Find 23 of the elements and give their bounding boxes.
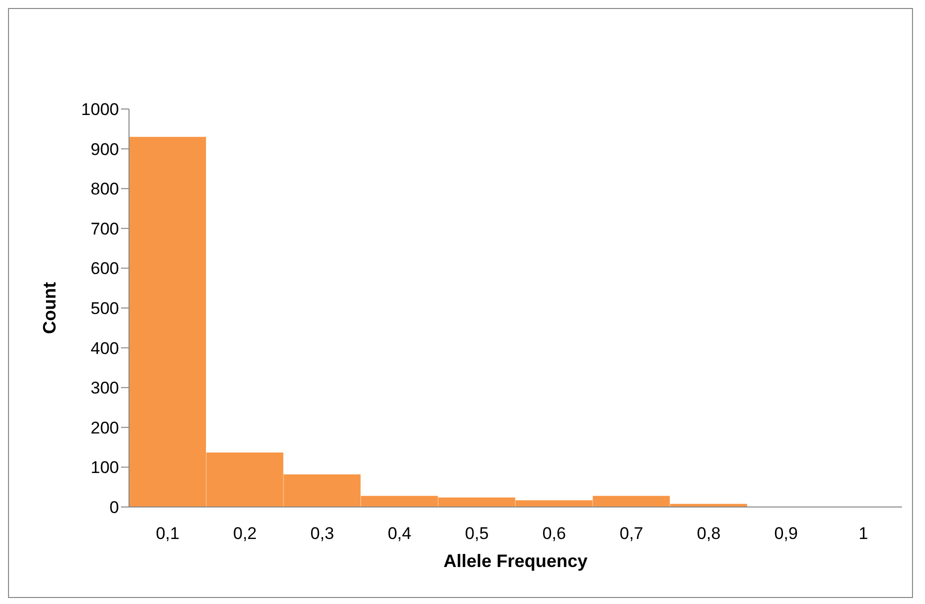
y-tick-label: 400 [90, 338, 119, 358]
x-tick-label: 0,4 [388, 524, 412, 544]
x-tick-label: 0,6 [542, 524, 566, 544]
y-tick-label: 900 [90, 140, 119, 159]
x-tick-label: 0,1 [156, 524, 180, 544]
y-tick-label: 100 [90, 458, 119, 478]
y-axis-title: Count [39, 282, 60, 334]
y-tick-label: 1000 [81, 100, 119, 120]
y-tick-label: 600 [90, 259, 119, 278]
y-tick-label: 700 [90, 219, 119, 238]
x-tick-label: 0,5 [465, 524, 489, 544]
x-tick-label: 0,3 [310, 524, 334, 544]
y-tick-label: 300 [90, 378, 119, 398]
x-axis-title: Allele Frequency [443, 551, 588, 571]
x-tick-label: 0,8 [696, 524, 721, 544]
y-tick-label: 200 [90, 418, 119, 438]
y-tick-label: 500 [90, 299, 119, 318]
x-tick-label: 0,9 [774, 524, 798, 544]
x-tick-label: 1 [858, 524, 868, 544]
x-tick-label: 0,7 [620, 524, 644, 544]
y-tick-label: 800 [90, 180, 119, 199]
x-tick-label: 0,2 [233, 524, 257, 544]
y-tick-label: 0 [110, 498, 119, 518]
